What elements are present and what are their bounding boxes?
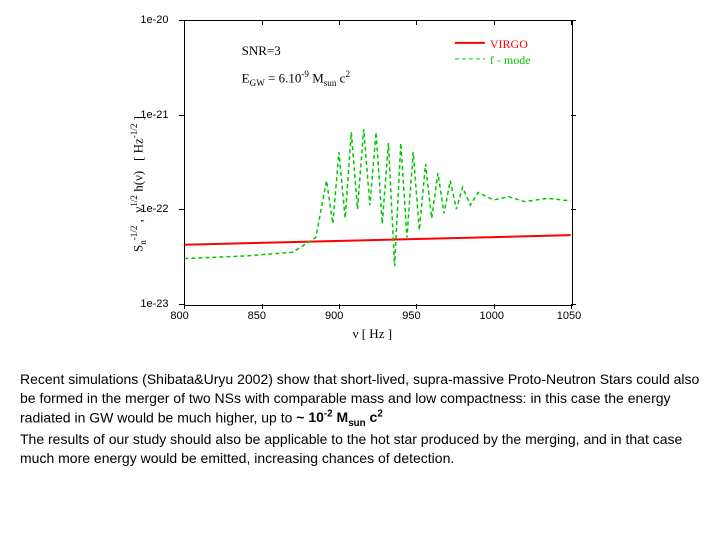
- y-axis-label: Sn-1/2 , ν1/2 h(ν) [ Hz-1/2 ]: [129, 116, 148, 252]
- x-axis-label: ν [ Hz ]: [353, 326, 392, 342]
- chart-region: 800850900950100010501e-231e-221e-211e-20…: [120, 10, 580, 340]
- caption-text-2: The results of our study should also be …: [20, 431, 682, 466]
- chart-annotation: EGW = 6.10-9 Msun c2: [242, 69, 350, 88]
- legend-label: VIRGO: [490, 37, 528, 52]
- caption-value: ~ 10-2 Msun c2: [296, 409, 382, 425]
- legend-label: f - mode: [490, 53, 531, 68]
- caption-block: Recent simulations (Shibata&Uryu 2002) s…: [20, 370, 700, 468]
- chart-annotation: SNR=3: [242, 43, 281, 59]
- series-fmode: [184, 129, 570, 266]
- series-virgo: [184, 235, 570, 245]
